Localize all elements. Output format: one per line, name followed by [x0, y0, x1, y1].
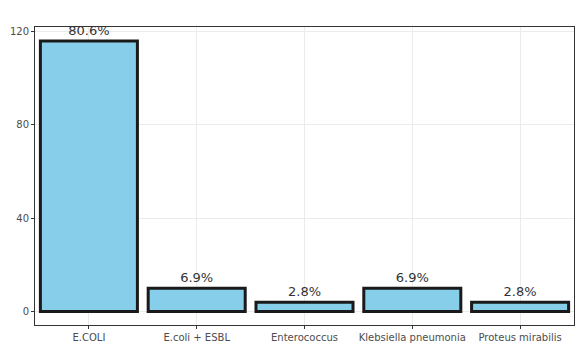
svg-text:0: 0	[23, 306, 29, 317]
svg-text:6.9%: 6.9%	[180, 270, 213, 285]
svg-text:E.coli + ESBL: E.coli + ESBL	[163, 332, 230, 343]
svg-text:2.8%: 2.8%	[504, 284, 537, 299]
svg-text:Enterococcus: Enterococcus	[271, 332, 338, 343]
svg-text:Klebsiella pneumonia: Klebsiella pneumonia	[359, 332, 466, 343]
svg-text:40: 40	[16, 213, 29, 224]
svg-text:E.COLI: E.COLI	[72, 332, 105, 343]
svg-text:80: 80	[16, 119, 29, 130]
svg-text:Proteus mirabilis: Proteus mirabilis	[478, 332, 561, 343]
svg-text:2.8%: 2.8%	[288, 284, 321, 299]
svg-text:120: 120	[10, 26, 29, 37]
svg-text:6.9%: 6.9%	[396, 270, 429, 285]
svg-text:80.6%: 80.6%	[68, 23, 109, 38]
